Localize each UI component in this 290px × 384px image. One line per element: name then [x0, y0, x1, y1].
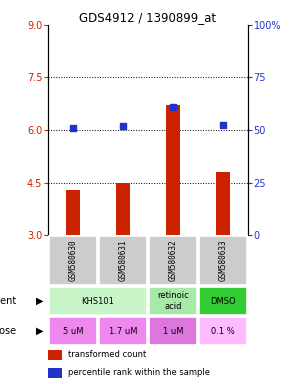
Text: GSM580633: GSM580633 [218, 240, 227, 281]
Bar [116, 182, 130, 235]
Text: ▶: ▶ [36, 296, 44, 306]
Bar [199, 236, 247, 285]
Text: 1 uM: 1 uM [163, 326, 183, 336]
Bar [149, 236, 197, 285]
Bar [199, 287, 247, 315]
Text: GSM580631: GSM580631 [118, 240, 127, 281]
Text: DMSO: DMSO [210, 296, 236, 306]
Text: GSM580630: GSM580630 [68, 240, 77, 281]
Bar [149, 317, 197, 345]
Text: agent: agent [0, 296, 17, 306]
Text: KHS101: KHS101 [81, 296, 114, 306]
Point [70, 125, 75, 131]
Point [121, 123, 125, 129]
Bar [49, 236, 97, 285]
Text: ▶: ▶ [36, 326, 44, 336]
Bar [199, 317, 247, 345]
Bar [166, 106, 180, 235]
Text: dose: dose [0, 326, 17, 336]
Bar [49, 317, 97, 345]
Bar [99, 317, 147, 345]
Text: 1.7 uM: 1.7 uM [109, 326, 137, 336]
Text: retinoic
acid: retinoic acid [157, 291, 189, 311]
Text: 0.1 %: 0.1 % [211, 326, 235, 336]
Point [221, 122, 225, 128]
Point [171, 104, 175, 110]
Bar [48, 367, 62, 378]
Bar [216, 172, 230, 235]
Text: transformed count: transformed count [68, 350, 146, 359]
Bar [49, 287, 147, 315]
Bar [149, 287, 197, 315]
Title: GDS4912 / 1390899_at: GDS4912 / 1390899_at [79, 11, 216, 24]
Text: percentile rank within the sample: percentile rank within the sample [68, 368, 210, 377]
Bar [99, 236, 147, 285]
Bar [48, 350, 62, 360]
Bar [66, 190, 80, 235]
Text: GSM580632: GSM580632 [168, 240, 177, 281]
Text: 5 uM: 5 uM [63, 326, 83, 336]
